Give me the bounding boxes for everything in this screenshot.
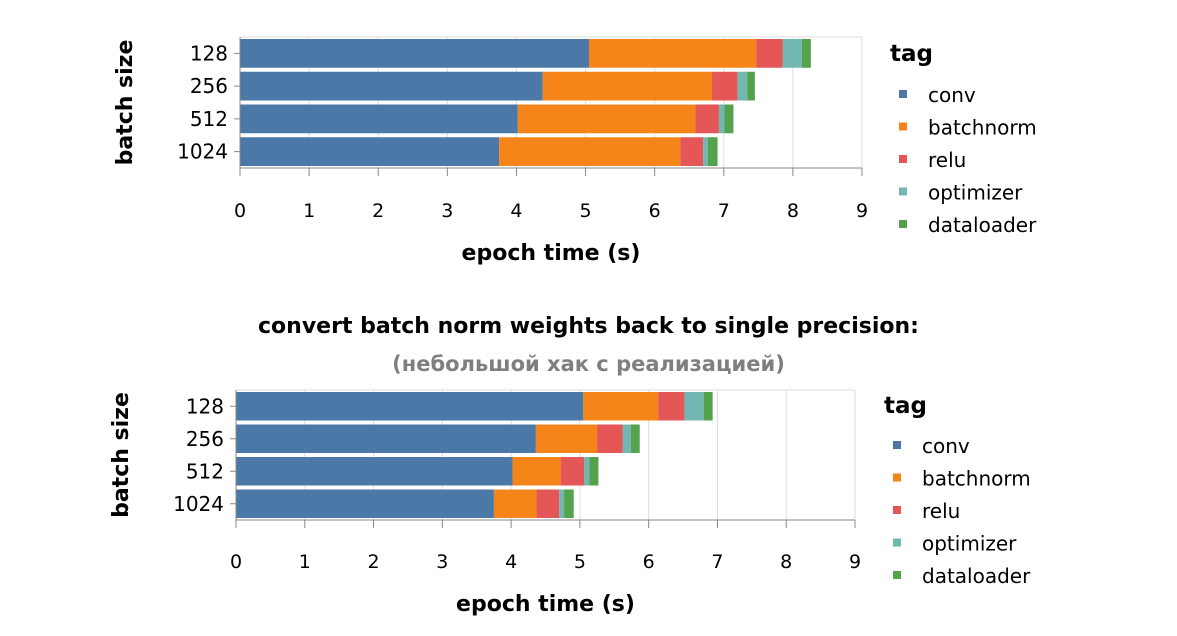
bar-relu-1024 (680, 137, 704, 166)
legend-label-conv: conv (928, 83, 976, 107)
bar-optimizer-512 (584, 457, 590, 486)
legend-swatch-conv (893, 441, 901, 449)
bar-batchnorm-512 (517, 104, 696, 134)
legend-swatch-relu (893, 506, 901, 514)
x-axis-title: epoch time (s) (456, 592, 635, 617)
y-tick-label: 128 (190, 41, 228, 65)
bar-optimizer-128 (782, 39, 802, 68)
legend-label-batchnorm: batchnorm (928, 116, 1037, 140)
y-tick-label: 256 (190, 74, 228, 98)
bar-relu-128 (756, 39, 783, 68)
legend-swatch-dataloader (893, 571, 901, 579)
bar-batchnorm-512 (512, 457, 561, 486)
bar-relu-512 (560, 457, 585, 486)
x-tick-label: 9 (849, 551, 861, 573)
y-axis-title: batch size (113, 40, 138, 166)
bar-conv-128 (240, 39, 590, 68)
bar-batchnorm-1024 (499, 137, 681, 166)
bar-conv-256 (236, 424, 536, 453)
bar-batchnorm-1024 (493, 489, 537, 518)
legend-swatch-batchnorm (899, 122, 907, 131)
legend-label-optimizer: optimizer (922, 532, 1017, 556)
bar-optimizer-512 (718, 104, 725, 134)
bar-conv-1024 (236, 489, 494, 518)
legend-swatch-relu (899, 155, 907, 163)
y-tick-label: 128 (186, 394, 224, 418)
legend-swatch-dataloader (899, 220, 907, 228)
x-tick-label: 2 (372, 200, 384, 222)
legend-title: tag (890, 41, 933, 67)
legend-title: tag (884, 393, 927, 419)
bar-dataloader-1024 (707, 137, 718, 166)
bar-conv-256 (240, 71, 543, 101)
x-tick-label: 6 (643, 551, 655, 573)
bar-relu-512 (695, 104, 719, 134)
legend-label-relu: relu (928, 148, 966, 172)
x-tick-label: 4 (510, 200, 522, 222)
bar-relu-256 (597, 424, 623, 453)
bar-optimizer-256 (622, 424, 631, 453)
x-tick-label: 0 (234, 200, 246, 222)
x-tick-label: 6 (649, 200, 661, 222)
x-tick-label: 8 (787, 200, 799, 222)
legend-swatch-batchnorm (893, 473, 901, 482)
y-tick-label: 512 (190, 107, 228, 131)
y-tick-label: 1024 (173, 492, 224, 516)
y-tick-label: 512 (186, 459, 224, 483)
legend-label-optimizer: optimizer (928, 181, 1023, 205)
bar-batchnorm-128 (583, 392, 659, 421)
bar-conv-1024 (240, 137, 500, 166)
x-tick-label: 1 (299, 551, 311, 573)
bar-conv-512 (240, 104, 518, 134)
bar-dataloader-512 (589, 457, 599, 486)
legend-swatch-conv (899, 90, 907, 98)
caption-title: convert batch norm weights back to singl… (258, 314, 919, 339)
x-tick-label: 5 (580, 200, 592, 222)
bar-dataloader-256 (630, 424, 640, 453)
bar-relu-1024 (536, 489, 560, 518)
x-tick-label: 2 (368, 551, 380, 573)
bar-conv-128 (236, 392, 584, 421)
bar-dataloader-128 (703, 392, 713, 421)
x-tick-label: 1 (303, 200, 315, 222)
bar-batchnorm-256 (535, 424, 598, 453)
x-tick-label: 3 (436, 551, 448, 573)
bar-optimizer-256 (737, 71, 748, 101)
x-tick-label: 9 (856, 200, 868, 222)
legend-swatch-optimizer (893, 538, 901, 547)
x-tick-label: 7 (711, 551, 723, 573)
x-tick-label: 5 (574, 551, 586, 573)
bar-batchnorm-256 (542, 71, 713, 101)
bar-batchnorm-128 (589, 39, 757, 68)
y-tick-label: 1024 (177, 140, 228, 164)
bar-conv-512 (236, 457, 513, 486)
bar-relu-128 (658, 392, 685, 421)
legend-label-dataloader: dataloader (928, 213, 1037, 237)
bar-optimizer-1024 (559, 489, 565, 518)
x-axis-title: epoch time (s) (462, 241, 641, 266)
x-tick-label: 3 (441, 200, 453, 222)
bar-dataloader-256 (747, 71, 755, 101)
x-tick-label: 7 (718, 200, 730, 222)
x-tick-label: 0 (230, 551, 242, 573)
y-tick-label: 256 (186, 427, 224, 451)
bar-dataloader-1024 (564, 489, 574, 518)
bar-optimizer-128 (684, 392, 704, 421)
legend-label-relu: relu (922, 499, 960, 523)
bar-relu-256 (712, 71, 738, 101)
bar-optimizer-1024 (703, 137, 708, 166)
y-axis-title: batch size (109, 392, 134, 518)
legend-label-dataloader: dataloader (922, 564, 1031, 588)
bar-dataloader-128 (801, 39, 811, 68)
x-tick-label: 4 (505, 551, 517, 573)
legend-label-conv: conv (922, 434, 970, 458)
caption-subtitle: (небольшой хак с реализацией) (392, 352, 785, 376)
bar-dataloader-512 (724, 104, 734, 134)
x-tick-label: 8 (780, 551, 792, 573)
legend-label-batchnorm: batchnorm (922, 467, 1031, 491)
legend-swatch-optimizer (899, 187, 907, 196)
